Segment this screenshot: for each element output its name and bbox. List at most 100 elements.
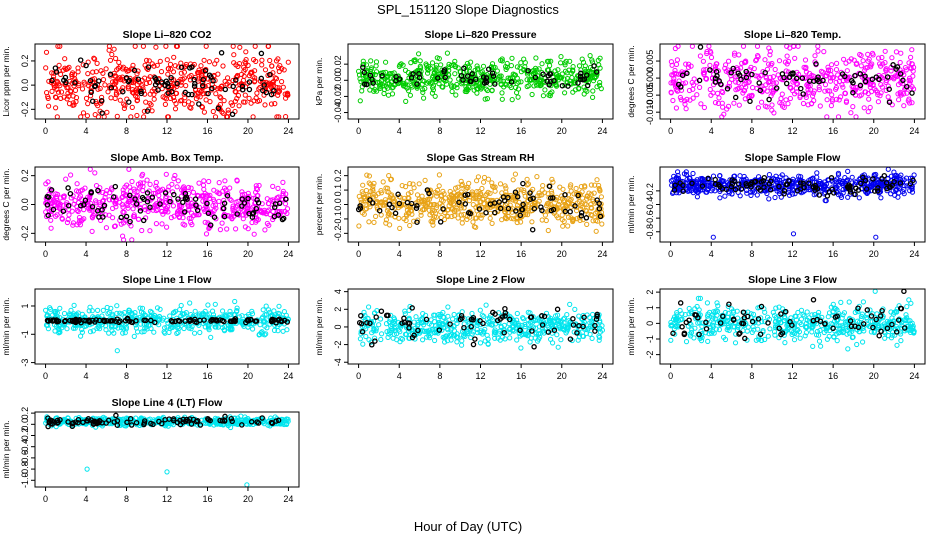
data-point (165, 71, 171, 77)
data-point (143, 99, 149, 105)
data-point (147, 228, 153, 234)
data-point (172, 172, 178, 179)
data-point (182, 95, 188, 101)
highlight-point (271, 204, 278, 211)
data-point (134, 71, 140, 77)
y-tick-label: -0.04 (333, 102, 343, 123)
data-point (515, 94, 521, 100)
data-point (275, 185, 281, 191)
data-point (539, 61, 545, 67)
data-point (416, 181, 422, 187)
data-point (763, 75, 769, 81)
data-point (833, 85, 840, 91)
data-point (776, 58, 783, 64)
x-tick-label: 20 (869, 249, 879, 259)
data-point (130, 206, 136, 212)
data-point (49, 70, 55, 76)
data-point (188, 185, 194, 191)
data-point (206, 178, 212, 185)
data-point (708, 54, 715, 61)
data-point (436, 56, 442, 62)
highlight-point (890, 62, 896, 68)
highlight-point (138, 90, 145, 97)
data-point (163, 171, 169, 177)
highlight-point (131, 67, 138, 74)
data-point (282, 201, 289, 207)
data-point (166, 329, 172, 335)
highlight-point (546, 183, 553, 190)
highlight-point (839, 71, 846, 77)
data-point (471, 87, 477, 93)
data-point (794, 81, 801, 87)
highlight-point (816, 192, 823, 198)
data-point (440, 84, 446, 90)
data-point (406, 88, 412, 94)
x-tick-label: 24 (909, 249, 919, 259)
highlight-point (107, 71, 114, 78)
highlight-point (138, 88, 144, 94)
data-point (49, 88, 55, 95)
data-point (219, 220, 225, 226)
data-point (716, 95, 722, 101)
data-point (153, 44, 159, 50)
data-point (378, 336, 384, 343)
data-point (220, 110, 226, 116)
data-point (436, 172, 442, 178)
data-point (539, 217, 545, 223)
data-point (192, 330, 198, 336)
data-point (429, 90, 435, 96)
highlight-point (464, 73, 471, 79)
data-point (245, 190, 251, 196)
x-tick-label: 12 (162, 371, 172, 381)
highlight-point (91, 83, 98, 90)
data-point (236, 103, 242, 109)
data-point (840, 84, 846, 90)
data-point (817, 103, 823, 109)
data-point (529, 77, 535, 83)
data-point (425, 70, 431, 76)
data-point (186, 99, 192, 105)
data-point (706, 43, 712, 49)
x-tick-label: 4 (709, 126, 714, 136)
data-point (904, 90, 910, 96)
data-point (79, 329, 86, 335)
data-point (805, 102, 811, 108)
data-point (589, 57, 595, 63)
y-tick-label: -0.2 (333, 226, 343, 242)
data-point (94, 60, 100, 67)
data-point (111, 84, 118, 91)
data-point (218, 95, 224, 101)
data-point (421, 95, 427, 101)
data-point (122, 330, 128, 336)
data-point (46, 103, 52, 109)
data-point (429, 79, 435, 86)
data-point (908, 54, 914, 61)
data-point (411, 319, 417, 325)
data-point (828, 72, 834, 78)
data-point (233, 89, 239, 95)
data-point (810, 93, 816, 99)
data-point (462, 88, 468, 95)
data-point (72, 87, 79, 94)
data-point (281, 309, 287, 315)
data-point (269, 63, 275, 69)
x-tick-label: 24 (283, 371, 293, 381)
data-point (880, 61, 886, 67)
data-point (678, 97, 684, 103)
data-point (837, 75, 843, 81)
highlight-point (202, 67, 209, 74)
data-point (270, 79, 276, 86)
data-point (790, 88, 796, 94)
data-point (805, 87, 811, 93)
data-point (525, 181, 532, 187)
data-point (514, 90, 520, 96)
data-point (668, 90, 674, 96)
data-point (742, 59, 748, 66)
data-point (171, 94, 177, 101)
highlight-point (540, 71, 546, 77)
highlight-point (814, 77, 821, 83)
data-point (103, 225, 110, 231)
data-point (432, 93, 438, 99)
data-point (231, 52, 237, 58)
